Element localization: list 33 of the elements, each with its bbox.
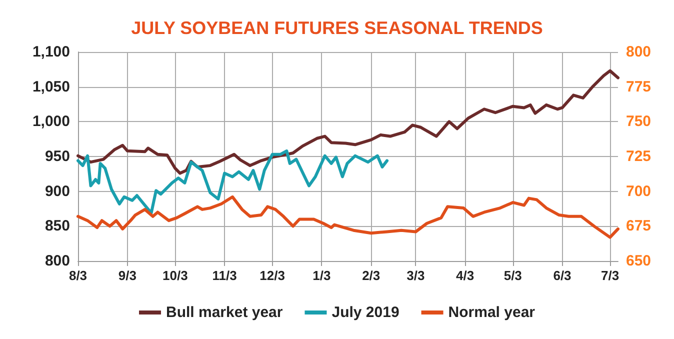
x-tick-label: 6/3 [553,268,572,283]
x-tick-label: 7/3 [600,268,620,283]
y2-tick-label: 775 [626,78,652,96]
legend-label: Bull market year [166,304,283,321]
y2-tick-label: 650 [626,252,652,270]
x-tick-label: 11/3 [212,268,237,283]
legend-label: Normal year [448,304,536,321]
y2-tick-label: 675 [626,218,652,235]
line-series [76,69,620,175]
line-series [76,149,389,214]
x-tick-label: 9/3 [118,268,136,283]
y2-tick-label: 700 [626,182,652,200]
x-tick-label: 12/3 [260,268,285,283]
x-tick-label: 8/3 [68,268,88,283]
x-tick-label: 2/3 [362,268,380,283]
y-tick-label: 850 [44,218,70,235]
x-tick-label: 4/3 [456,268,474,283]
x-tick-label: 3/3 [406,268,425,283]
line-series [76,195,620,239]
chart-title: JULY SOYBEAN FUTURES SEASONAL TRENDS [131,18,543,38]
y-tick-label: 1,100 [32,44,70,60]
x-tick-label: 5/3 [504,268,522,283]
y2-tick-label: 800 [626,44,652,60]
legend-label: July 2019 [332,304,400,321]
y2-tick-label: 750 [626,113,652,130]
x-tick-label: 10/3 [162,268,188,283]
y-tick-label: 900 [44,182,70,200]
y-tick-label: 1,000 [32,113,70,130]
y-tick-label: 950 [44,148,70,165]
y-tick-label: 1,050 [32,78,70,96]
y-tick-label: 800 [44,252,70,270]
x-tick-label: 1/3 [312,268,331,283]
y2-tick-label: 725 [626,148,652,165]
